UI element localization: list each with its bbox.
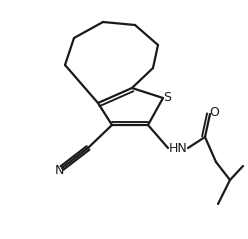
- Text: N: N: [54, 163, 64, 176]
- Text: HN: HN: [169, 141, 187, 154]
- Text: S: S: [163, 91, 171, 103]
- Text: O: O: [209, 105, 219, 119]
